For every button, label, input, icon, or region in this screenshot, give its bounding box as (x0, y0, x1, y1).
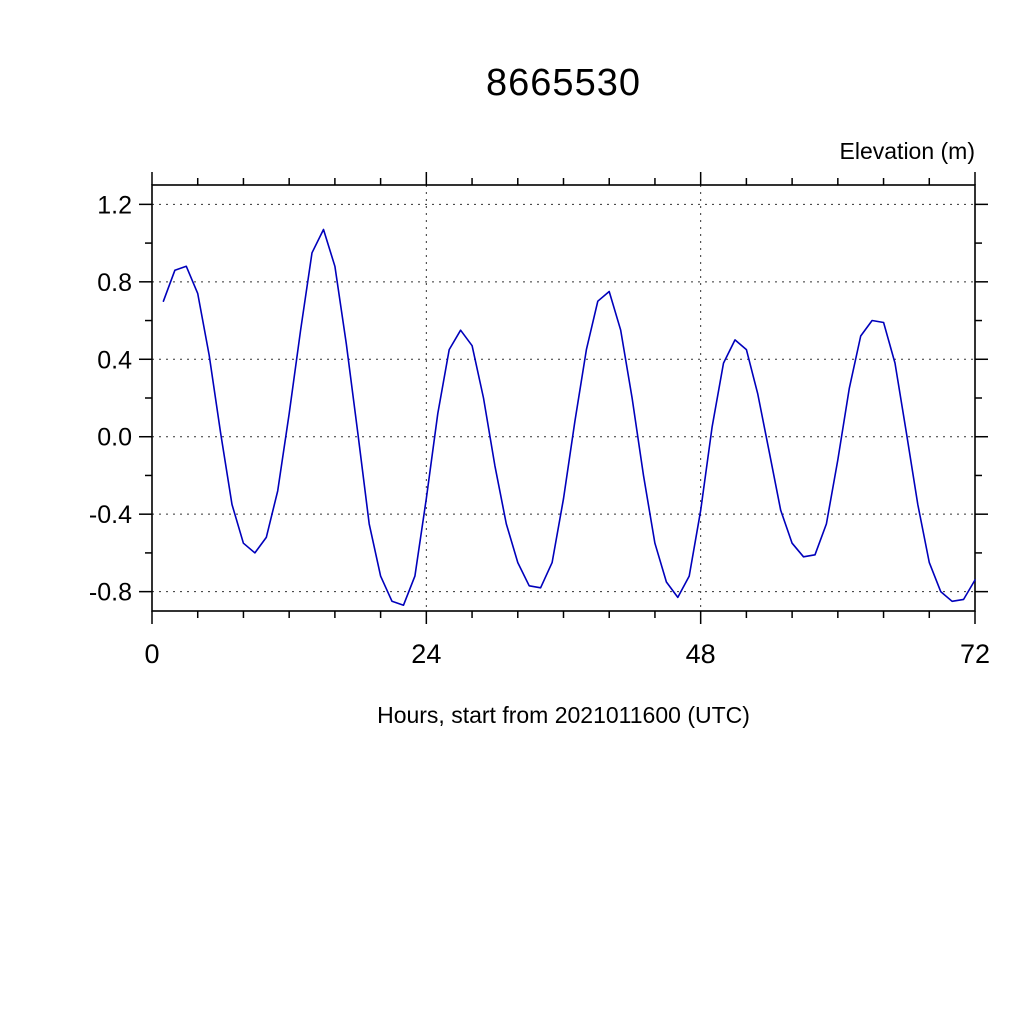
x-tick-label: 24 (411, 639, 441, 669)
elevation-line (162, 228, 976, 607)
x-tick-label: 0 (144, 639, 159, 669)
y-tick-label: -0.4 (89, 501, 132, 529)
x-axis-label: Hours, start from 2021011600 (UTC) (377, 702, 750, 728)
x-tick-label: 48 (686, 639, 716, 669)
y-tick-label: 0.4 (97, 346, 132, 374)
chart-title: 8665530 (486, 62, 641, 104)
y-tick-label: -0.8 (89, 579, 132, 607)
y-axis-unit-label: Elevation (m) (839, 138, 975, 164)
y-tick-label: 1.2 (97, 191, 132, 219)
y-tick-label: 0.8 (97, 269, 132, 297)
x-tick-label: 72 (960, 639, 990, 669)
y-tick-label: 0.0 (97, 424, 132, 452)
axes-frame (151, 184, 976, 612)
